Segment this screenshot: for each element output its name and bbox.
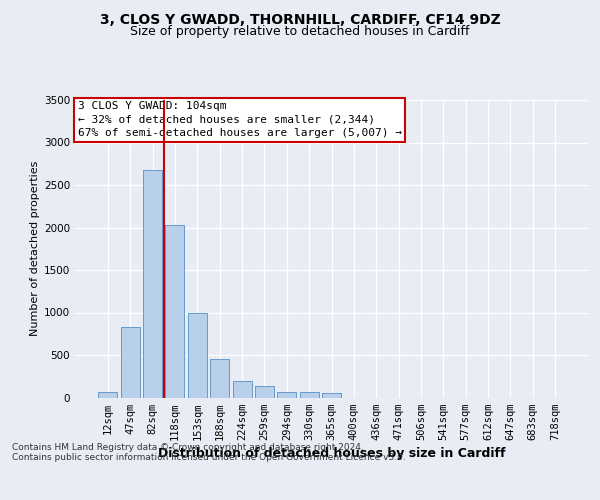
Bar xyxy=(121,327,140,398)
Bar xyxy=(233,380,251,398)
Bar xyxy=(322,393,341,398)
Bar xyxy=(166,225,184,398)
Bar xyxy=(255,386,274,398)
Bar xyxy=(98,392,118,398)
Bar xyxy=(143,170,162,398)
Text: Size of property relative to detached houses in Cardiff: Size of property relative to detached ho… xyxy=(130,25,470,38)
Bar xyxy=(210,359,229,398)
Text: Contains HM Land Registry data © Crown copyright and database right 2024.
Contai: Contains HM Land Registry data © Crown c… xyxy=(12,442,406,462)
Text: 3 CLOS Y GWADD: 104sqm
← 32% of detached houses are smaller (2,344)
67% of semi-: 3 CLOS Y GWADD: 104sqm ← 32% of detached… xyxy=(77,102,401,138)
Bar xyxy=(299,392,319,398)
Bar xyxy=(188,312,207,398)
Y-axis label: Number of detached properties: Number of detached properties xyxy=(30,161,40,336)
X-axis label: Distribution of detached houses by size in Cardiff: Distribution of detached houses by size … xyxy=(158,447,505,460)
Bar xyxy=(277,392,296,398)
Text: 3, CLOS Y GWADD, THORNHILL, CARDIFF, CF14 9DZ: 3, CLOS Y GWADD, THORNHILL, CARDIFF, CF1… xyxy=(100,12,500,26)
